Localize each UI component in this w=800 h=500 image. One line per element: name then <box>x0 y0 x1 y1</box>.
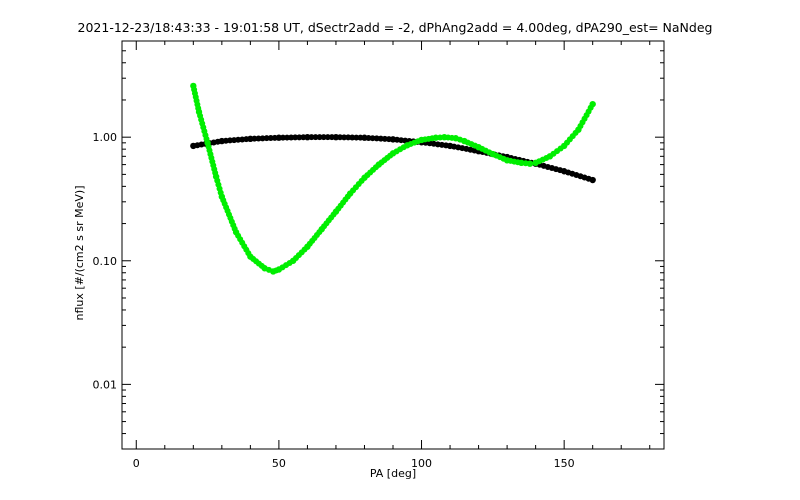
curve-dot <box>543 154 550 161</box>
curve-dot <box>414 138 421 145</box>
x-tick-label: 150 <box>554 457 575 470</box>
y-axis-label: nflux [#/(cm2 s sr MeV)] <box>73 186 86 321</box>
curve-dot <box>585 175 592 182</box>
curve-dot <box>286 259 293 266</box>
curve-dot <box>203 135 210 142</box>
curve-dot <box>557 167 564 174</box>
curve-dot <box>486 149 493 156</box>
curve-dot <box>437 134 444 141</box>
y-tick-label: 0.10 <box>93 255 118 268</box>
series-0 <box>190 133 596 184</box>
curve-dot <box>214 138 221 145</box>
curve-dot <box>217 189 224 196</box>
curve-dot <box>265 266 272 273</box>
chart-title: 2021-12-23/18:43:33 - 19:01:58 UT, dSect… <box>78 20 713 35</box>
x-tick-label: 0 <box>133 457 140 470</box>
curve-dot <box>572 129 579 136</box>
curve-dot <box>429 135 436 142</box>
curve-dot <box>500 155 507 162</box>
curve-dot <box>273 267 280 274</box>
curve-dot <box>316 229 323 236</box>
curve-dot <box>330 211 337 218</box>
x-tick-label: 50 <box>272 457 286 470</box>
curve-dot <box>357 134 364 141</box>
curve-dot <box>271 134 278 141</box>
curve-dot <box>442 142 449 149</box>
curve-dot <box>372 164 379 171</box>
series-1 <box>190 82 596 275</box>
curve-dot <box>243 136 250 143</box>
curve-dot <box>328 134 335 141</box>
curve-dot <box>587 104 594 111</box>
curve-dot <box>557 145 564 152</box>
curve-dot <box>457 136 464 143</box>
curve-dot <box>400 144 407 151</box>
curve-dot <box>522 160 529 167</box>
curve-dot <box>300 134 307 141</box>
curve-dot <box>258 262 265 269</box>
plot-axes: 0 50 100 150 0.01 0.10 1.00 <box>93 40 665 470</box>
curve-dot <box>301 246 308 253</box>
curve-dot <box>358 177 365 184</box>
x-tick-label: 100 <box>411 457 432 470</box>
curve-dot <box>212 169 219 176</box>
y-tick-label: 1.00 <box>93 131 118 144</box>
curve-dot <box>472 142 479 149</box>
curve-dot <box>195 105 202 112</box>
x-axis-label: PA [deg] <box>370 467 416 480</box>
curve-dot <box>231 225 238 232</box>
curve-dot <box>448 134 455 141</box>
plot-frame <box>121 40 665 450</box>
y-tick-label: 0.01 <box>93 378 118 391</box>
curve-dot <box>385 136 392 143</box>
curve-dot <box>387 152 394 159</box>
curve-dot <box>514 159 521 166</box>
series-layer <box>190 82 596 275</box>
curve-dot <box>344 193 351 200</box>
curve-dot <box>245 250 252 257</box>
